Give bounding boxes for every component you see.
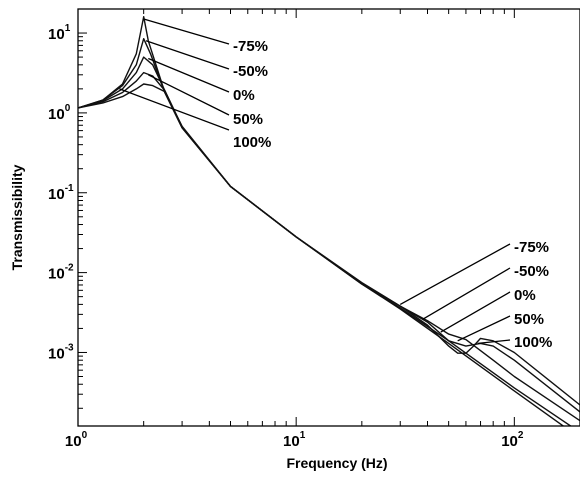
- annotation-label: -75%: [514, 239, 549, 256]
- y-tick-label: 10-1: [48, 183, 74, 203]
- annotation-leader: [119, 88, 230, 131]
- y-axis-title: Transmissibility: [9, 164, 25, 270]
- annotation-leader: [477, 339, 511, 345]
- annotation-label: 0%: [514, 287, 536, 304]
- annotation-label: -75%: [233, 38, 268, 55]
- x-axis-title: Frequency (Hz): [286, 455, 387, 471]
- axes-layer: [77, 8, 580, 427]
- ticks-layer: 100 101 102 101 100 10-1 10-2 10-3: [48, 8, 580, 450]
- series-line-5: [78, 83, 580, 406]
- annotation-label: 50%: [233, 111, 263, 128]
- y-tick-label: 100: [48, 103, 71, 123]
- plot-frame: [77, 8, 580, 427]
- curves-layer: [78, 16, 580, 426]
- annotation-label: 100%: [514, 334, 552, 351]
- series-line-4: [78, 71, 580, 413]
- x-tick-label: 100: [65, 430, 88, 450]
- x-tick-label: 101: [283, 430, 306, 450]
- series-line-2: [78, 38, 572, 426]
- annotation-label: -50%: [233, 63, 268, 80]
- annotation-leader: [143, 18, 230, 45]
- series-line-3: [78, 56, 580, 422]
- annotation-leader: [422, 267, 511, 320]
- annotation-leader: [440, 291, 511, 333]
- y-tick-label: 101: [48, 23, 71, 43]
- y-tick-label: 10-2: [48, 263, 74, 283]
- annotation-label: 50%: [514, 311, 544, 328]
- annotation-label: 0%: [233, 87, 255, 104]
- annotation-leader: [145, 40, 230, 70]
- annotation-leader: [399, 243, 511, 305]
- annotation-leader: [457, 315, 511, 342]
- series-line-1: [78, 16, 565, 426]
- annotation-label: -50%: [514, 263, 549, 280]
- annotation-leader: [148, 74, 230, 116]
- annotation-leaders-layer: -75% -50% 0% 50% 100% -75% -50% 0% 50% 100%: [119, 18, 552, 351]
- annotation-leader: [148, 57, 230, 93]
- y-tick-label: 10-3: [48, 342, 74, 362]
- annotation-label: 100%: [233, 134, 271, 151]
- x-tick-label: 102: [501, 430, 524, 450]
